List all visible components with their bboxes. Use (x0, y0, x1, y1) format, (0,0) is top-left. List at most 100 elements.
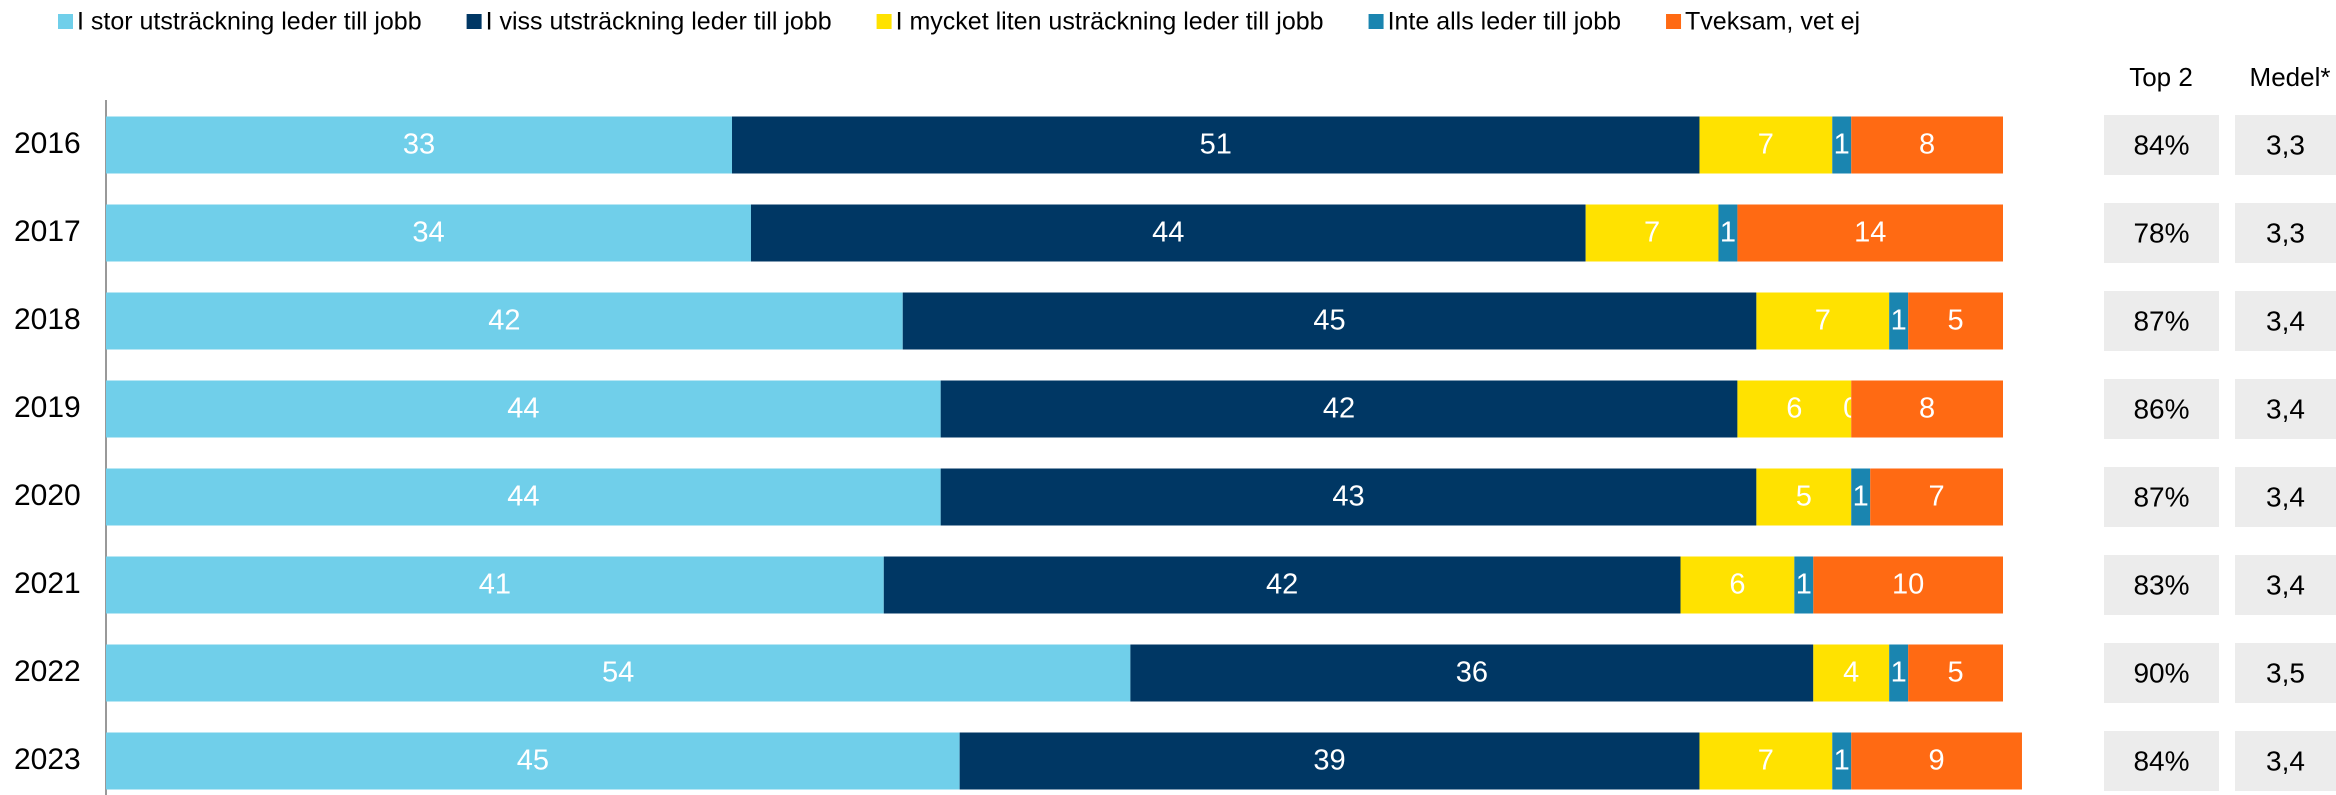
bar-segment (1737, 380, 1852, 438)
medel-value: 3,4 (2266, 569, 2305, 600)
data-label: 1 (1834, 129, 1850, 161)
medel-value: 3,3 (2266, 217, 2305, 248)
medel-value: 3,4 (2266, 745, 2305, 776)
medel-cell (2235, 291, 2336, 351)
bar-segment (1851, 116, 2003, 174)
medel-value: 3,3 (2266, 129, 2305, 160)
bar-segment (106, 556, 884, 614)
bar-segment (106, 468, 941, 526)
y-tick-label: 2016 (14, 127, 81, 160)
top2-value: 87% (2133, 481, 2189, 512)
legend-swatch (876, 14, 892, 29)
data-label: 42 (1323, 393, 1355, 425)
bar-segment (106, 732, 960, 790)
medel-cell (2235, 643, 2336, 703)
top2-header: Top 2 (2129, 62, 2193, 92)
data-label: 7 (1644, 217, 1660, 249)
data-label: 4 (1843, 657, 1859, 689)
top2-cell (2104, 203, 2219, 263)
bar-segment (1851, 380, 2003, 438)
bar-segment (106, 116, 733, 174)
bar-segment (1813, 644, 1890, 702)
y-tick-label: 2017 (14, 215, 81, 248)
top2-cell (2104, 379, 2219, 439)
top2-cell (2104, 731, 2219, 791)
data-label: 6 (1786, 393, 1802, 425)
bar-segment (1870, 468, 2003, 526)
top2-value: 84% (2133, 129, 2189, 160)
top2-value: 83% (2133, 569, 2189, 600)
data-label: 42 (1266, 569, 1298, 601)
top2-value: 78% (2133, 217, 2189, 248)
medel-value: 3,5 (2266, 657, 2305, 688)
bar-segment (106, 644, 1131, 702)
data-label: 5 (1948, 657, 1964, 689)
data-label: 43 (1332, 481, 1364, 513)
medel-value: 3,4 (2266, 481, 2305, 512)
data-label: 54 (602, 657, 634, 689)
medel-cell (2235, 203, 2336, 263)
medel-value: 3,4 (2266, 393, 2305, 424)
bar-segment (1832, 732, 1852, 790)
data-label: 44 (1152, 217, 1184, 249)
legend-swatch (466, 14, 482, 29)
data-label: 1 (1853, 481, 1869, 513)
data-label: 5 (1948, 305, 1964, 337)
legend-swatch (58, 14, 73, 29)
bar-segment (1832, 116, 1852, 174)
data-label: 9 (1929, 745, 1945, 777)
legend-label: Tveksam, vet ej (1685, 8, 1860, 36)
top2-value: 84% (2133, 745, 2189, 776)
data-label: 10 (1892, 569, 1924, 601)
bar-segment (1851, 732, 2022, 790)
data-label: 7 (1815, 305, 1831, 337)
top2-value: 86% (2133, 393, 2189, 424)
bar-segment (902, 292, 1757, 350)
bar-segment (1889, 644, 1909, 702)
legend-label: I stor utsträckning leder till jobb (77, 8, 422, 36)
data-label: 7 (1929, 481, 1945, 513)
bar-segment (1794, 556, 1814, 614)
bar-segment (1699, 116, 1833, 174)
data-label: 36 (1456, 657, 1488, 689)
bar-segment (883, 556, 1681, 614)
data-label: 1 (1796, 569, 1812, 601)
medel-cell (2235, 555, 2336, 615)
legend-swatch (1666, 14, 1682, 29)
data-label: 1 (1891, 657, 1907, 689)
legend-swatch (1368, 14, 1384, 29)
data-label: 42 (488, 305, 520, 337)
bar-segment (1737, 204, 2003, 262)
bar-segment (1851, 468, 1871, 526)
bar-segment (106, 204, 751, 262)
bar-segment (1813, 556, 2003, 614)
bar-segment (959, 732, 1700, 790)
medel-cell (2235, 731, 2336, 791)
data-label: 1 (1891, 305, 1907, 337)
legend-label: I viss utsträckning leder till jobb (486, 8, 832, 36)
bar-segment (1756, 468, 1852, 526)
top2-value: 87% (2133, 305, 2189, 336)
y-tick-label: 2022 (14, 655, 81, 688)
bar-segment (750, 204, 1586, 262)
y-tick-label: 2021 (14, 567, 81, 600)
bar-segment (1130, 644, 1814, 702)
data-label: 7 (1758, 745, 1774, 777)
medel-cell (2235, 379, 2336, 439)
y-tick-label: 2023 (14, 743, 81, 776)
data-label: 41 (479, 569, 511, 601)
medel-value: 3,4 (2266, 305, 2305, 336)
legend-label: I mycket liten usträckning leder till jo… (896, 8, 1324, 36)
top2-cell (2104, 643, 2219, 703)
data-label: 45 (1313, 305, 1345, 337)
y-tick-label: 2018 (14, 303, 81, 336)
top2-value: 90% (2133, 657, 2189, 688)
top2-cell (2104, 467, 2219, 527)
bar-segment (106, 292, 903, 350)
data-label: 7 (1758, 129, 1774, 161)
data-label: 1 (1834, 745, 1850, 777)
legend-label: Inte alls leder till jobb (1388, 8, 1621, 36)
bar-segment (940, 380, 1738, 438)
bar-segment (1908, 292, 2003, 350)
